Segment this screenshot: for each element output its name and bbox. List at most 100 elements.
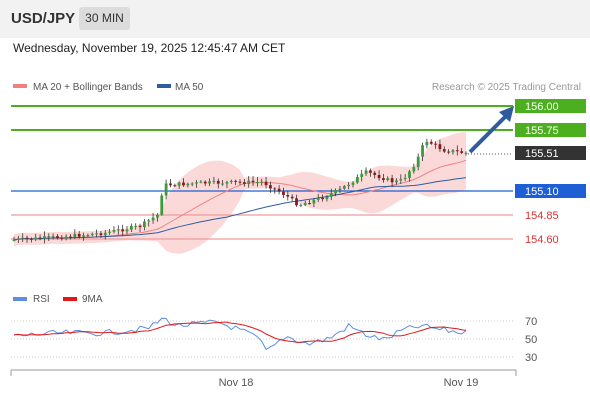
candle-body	[382, 178, 385, 181]
candle-body	[416, 156, 420, 168]
candle-body	[108, 231, 112, 233]
ma50-legend-swatch	[157, 84, 171, 88]
candle-body	[16, 238, 20, 240]
candle-body	[442, 149, 446, 152]
candle-body	[408, 171, 411, 178]
candle-body	[399, 179, 403, 181]
candle-body	[116, 229, 120, 231]
candle-body	[338, 188, 342, 191]
candle-body	[251, 180, 255, 183]
timeframe-badge[interactable]: 30 MIN	[79, 7, 130, 30]
candle-body	[460, 151, 464, 153]
ma50-legend-label: MA 50	[175, 82, 204, 93]
candle-body	[77, 233, 81, 237]
level-label-154-85: 154.85	[525, 210, 559, 222]
candle-body	[299, 205, 303, 207]
candle-body	[234, 180, 238, 182]
candle-body	[269, 185, 272, 189]
candle-body	[151, 217, 155, 221]
candle-body	[51, 236, 55, 238]
candle-body	[134, 225, 138, 227]
symbol-title: USD/JPY	[11, 10, 76, 27]
candle-body	[182, 182, 185, 186]
candle-body	[38, 237, 42, 239]
candle-body	[238, 181, 242, 183]
candle-body	[273, 188, 277, 190]
forecast-arrow-head	[499, 106, 514, 122]
level-badge-155-75	[515, 123, 586, 137]
rsi-tick-50: 50	[525, 334, 537, 346]
candle-body	[229, 180, 233, 183]
level-label-154-60: 154.60	[525, 234, 559, 246]
candle-body	[90, 233, 94, 236]
candle-body	[12, 239, 16, 241]
candle-body	[86, 235, 90, 237]
candle-body	[364, 170, 368, 174]
candle-body	[60, 237, 64, 239]
level-label-155-10: 155.10	[525, 186, 559, 198]
candle-body	[342, 186, 346, 189]
candle-body	[190, 183, 194, 185]
candle-body	[425, 141, 429, 146]
candle-body	[156, 214, 159, 218]
candle-body	[242, 182, 246, 184]
ma20-legend-swatch	[13, 84, 27, 88]
candle-body	[29, 238, 33, 240]
candle-body	[160, 195, 164, 215]
candle-body	[56, 236, 59, 238]
header-bar: USD/JPY 30 MIN	[0, 0, 590, 38]
candle-body	[303, 203, 307, 206]
candle-body	[277, 188, 281, 192]
level-label-156-00: 156.00	[525, 101, 559, 113]
candle-body	[221, 183, 225, 185]
x-label-nov18: Nov 18	[219, 377, 254, 389]
candle-body	[451, 150, 455, 153]
ma50-line	[13, 177, 467, 241]
candle-body	[103, 232, 107, 236]
candle-body	[164, 183, 168, 196]
candle-body	[355, 177, 359, 183]
candle-body	[112, 230, 116, 232]
candle-body	[177, 182, 181, 186]
candle-body	[390, 178, 394, 183]
candle-body	[316, 197, 320, 200]
candle-body	[295, 198, 298, 206]
candle-body	[138, 225, 142, 228]
candle-body	[290, 196, 294, 199]
rsi-tick-70: 70	[525, 316, 537, 328]
candle-body	[129, 225, 133, 230]
candle-body	[125, 229, 129, 232]
candle-body	[325, 196, 329, 200]
candle-body	[347, 184, 351, 187]
bollinger-band-fill	[14, 131, 466, 254]
candle-body	[282, 191, 285, 196]
candle-body	[308, 203, 311, 205]
candle-body	[438, 144, 442, 150]
level-badge-155-10	[515, 184, 586, 198]
forecast-arrow-shaft	[468, 115, 507, 154]
candle-body	[260, 181, 264, 183]
candle-body	[208, 181, 211, 184]
x-label-nov19: Nov 19	[444, 377, 479, 389]
candle-body	[368, 170, 372, 173]
candle-body	[121, 229, 125, 232]
candle-body	[455, 150, 459, 152]
candle-body	[147, 220, 151, 222]
candle-body	[169, 183, 172, 186]
rsi-legend-swatch	[13, 297, 27, 301]
candle-body	[195, 182, 198, 184]
level-label-155-51: 155.51	[525, 148, 559, 160]
candlesticks	[12, 138, 468, 244]
candle-body	[82, 235, 85, 237]
candle-body	[203, 181, 207, 184]
candle-body	[247, 180, 251, 184]
candle-body	[73, 233, 77, 238]
rsi-tick-30: 30	[525, 352, 537, 364]
candle-body	[447, 151, 451, 153]
candle-body	[329, 193, 333, 197]
candle-body	[199, 181, 203, 183]
candle-body	[173, 185, 177, 187]
rsi-line	[13, 317, 467, 351]
candle-body	[95, 233, 98, 235]
